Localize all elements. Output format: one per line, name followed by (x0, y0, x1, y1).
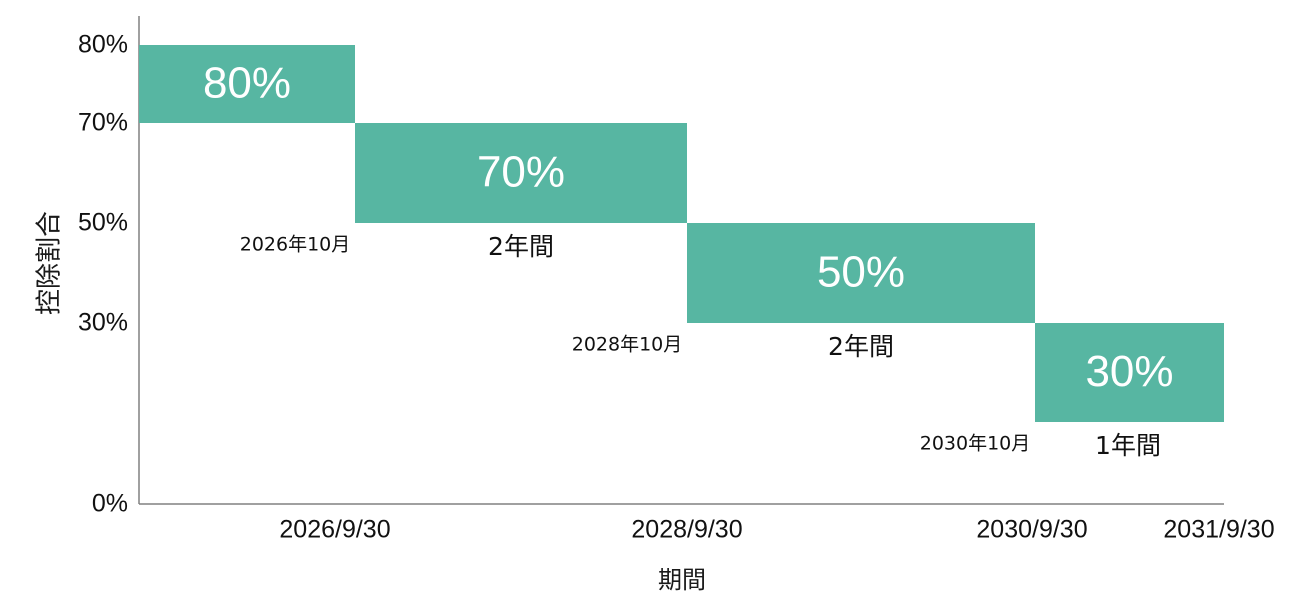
x-tick-label: 2028/9/30 (631, 516, 742, 544)
y-tick-label: 80% (78, 31, 128, 59)
period-duration-label: 2年間 (488, 232, 554, 261)
y-axis-title: 控除割合 (35, 211, 65, 315)
y-tick-label: 70% (78, 109, 128, 137)
bar (687, 223, 1035, 323)
bar-value-label: 50% (817, 248, 905, 297)
x-tick-label: 2031/9/30 (1163, 516, 1274, 544)
x-axis-title: 期間 (658, 566, 706, 594)
y-tick-label: 30% (78, 309, 128, 337)
bar-value-label: 80% (203, 59, 291, 108)
bar-value-label: 70% (477, 148, 565, 197)
bar (355, 123, 687, 223)
x-tick-labels: 2026/9/30 2028/9/30 2030/9/30 2031/9/30 (279, 516, 1274, 544)
bar-value-label: 30% (1085, 347, 1173, 396)
bar (139, 45, 355, 123)
x-tick-label: 2030/9/30 (976, 516, 1087, 544)
annotations: 2026年10月 2年間 2028年10月 2年間 2030年10月 1年間 (240, 232, 1161, 460)
x-tick-label: 2026/9/30 (279, 516, 390, 544)
period-duration-label: 2年間 (828, 332, 894, 361)
period-start-label: 2026年10月 (240, 234, 351, 256)
period-duration-label: 1年間 (1095, 431, 1161, 460)
y-tick-label: 0% (92, 490, 128, 518)
y-tick-labels: 0% 30% 50% 70% 80% (78, 31, 128, 518)
y-tick-label: 50% (78, 209, 128, 237)
period-start-label: 2028年10月 (572, 334, 683, 356)
bar (1035, 323, 1224, 422)
period-start-label: 2030年10月 (920, 433, 1031, 455)
bars: 80% 70% 50% 30% (139, 45, 1224, 422)
